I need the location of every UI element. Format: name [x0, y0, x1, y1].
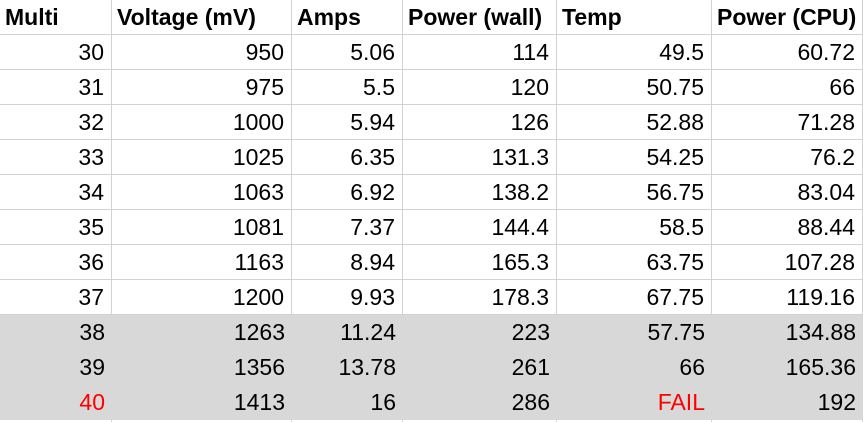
table-cell[interactable]: 165.36 [712, 350, 863, 385]
table-cell[interactable]: 39 [0, 350, 112, 385]
table-cell[interactable]: 114 [403, 35, 557, 70]
table-cell[interactable]: 950 [112, 35, 292, 70]
table-row: 33 1025 6.35 131.3 54.25 76.2 [0, 140, 863, 175]
table-row: 39 1356 13.78 261 66 165.36 [0, 350, 863, 385]
table-cell[interactable]: 33 [0, 140, 112, 175]
table-cell[interactable]: 192 [712, 385, 863, 420]
table-cell[interactable]: 66 [557, 350, 712, 385]
table-cell[interactable]: 5.5 [292, 70, 403, 105]
table-cell[interactable]: 30 [0, 35, 112, 70]
table-row: 35 1081 7.37 144.4 58.5 88.44 [0, 210, 863, 245]
table-cell[interactable]: 7.37 [292, 210, 403, 245]
partial-next-row [0, 420, 863, 422]
table-cell [292, 420, 403, 422]
column-header-multi[interactable]: Multi [0, 0, 112, 35]
table-cell[interactable]: 66 [712, 70, 863, 105]
table-cell[interactable]: 1413 [112, 385, 292, 420]
table-cell [403, 420, 557, 422]
table-cell[interactable]: 107.28 [712, 245, 863, 280]
table-cell[interactable]: 165.3 [403, 245, 557, 280]
table-cell[interactable]: 57.75 [557, 315, 712, 350]
table-row: 34 1063 6.92 138.2 56.75 83.04 [0, 175, 863, 210]
table-cell[interactable]: 31 [0, 70, 112, 105]
table-cell[interactable]: 1356 [112, 350, 292, 385]
table-cell[interactable]: 8.94 [292, 245, 403, 280]
table-cell[interactable]: 178.3 [403, 280, 557, 315]
table-cell-fail-multi[interactable]: 40 [0, 385, 112, 420]
table-cell[interactable]: 131.3 [403, 140, 557, 175]
table-cell[interactable]: 286 [403, 385, 557, 420]
table-row: 31 975 5.5 120 50.75 66 [0, 70, 863, 105]
column-header-power-cpu[interactable]: Power (CPU) [712, 0, 863, 35]
table-cell [0, 420, 112, 422]
table-cell[interactable]: 6.92 [292, 175, 403, 210]
table-cell[interactable]: 261 [403, 350, 557, 385]
table-cell[interactable]: 58.5 [557, 210, 712, 245]
header-row: Multi Voltage (mV) Amps Power (wall) Tem… [0, 0, 863, 35]
table-cell[interactable]: 1063 [112, 175, 292, 210]
table-cell[interactable]: 83.04 [712, 175, 863, 210]
column-header-amps[interactable]: Amps [292, 0, 403, 35]
table-cell[interactable]: 126 [403, 105, 557, 140]
table-cell[interactable]: 54.25 [557, 140, 712, 175]
table-cell[interactable]: 34 [0, 175, 112, 210]
table-cell-fail-temp[interactable]: FAIL [557, 385, 712, 420]
table-cell [112, 420, 292, 422]
table-cell[interactable]: 52.88 [557, 105, 712, 140]
table-cell[interactable]: 35 [0, 210, 112, 245]
table-cell [557, 420, 712, 422]
table-cell[interactable]: 1081 [112, 210, 292, 245]
column-header-voltage[interactable]: Voltage (mV) [112, 0, 292, 35]
table-cell[interactable]: 11.24 [292, 315, 403, 350]
table-cell[interactable]: 5.94 [292, 105, 403, 140]
table-row: 38 1263 11.24 223 57.75 134.88 [0, 315, 863, 350]
table-cell[interactable]: 49.5 [557, 35, 712, 70]
table-cell[interactable]: 1263 [112, 315, 292, 350]
table-cell[interactable]: 1163 [112, 245, 292, 280]
table-cell[interactable]: 223 [403, 315, 557, 350]
table-cell[interactable]: 32 [0, 105, 112, 140]
table-cell[interactable]: 16 [292, 385, 403, 420]
table-cell[interactable]: 1025 [112, 140, 292, 175]
table-cell[interactable]: 56.75 [557, 175, 712, 210]
table-row: 40 1413 16 286 FAIL 192 [0, 385, 863, 420]
table-cell[interactable]: 36 [0, 245, 112, 280]
table-cell[interactable]: 38 [0, 315, 112, 350]
table-cell[interactable]: 71.28 [712, 105, 863, 140]
table-cell[interactable]: 144.4 [403, 210, 557, 245]
table-cell[interactable]: 37 [0, 280, 112, 315]
table-cell[interactable]: 60.72 [712, 35, 863, 70]
table-cell[interactable]: 6.35 [292, 140, 403, 175]
table-cell[interactable]: 9.93 [292, 280, 403, 315]
table-cell[interactable]: 138.2 [403, 175, 557, 210]
table-cell[interactable]: 134.88 [712, 315, 863, 350]
table-cell[interactable]: 63.75 [557, 245, 712, 280]
table-row: 30 950 5.06 114 49.5 60.72 [0, 35, 863, 70]
table-row: 37 1200 9.93 178.3 67.75 119.16 [0, 280, 863, 315]
table-cell[interactable]: 1200 [112, 280, 292, 315]
table-cell[interactable]: 975 [112, 70, 292, 105]
table-cell[interactable]: 50.75 [557, 70, 712, 105]
table-row: 32 1000 5.94 126 52.88 71.28 [0, 105, 863, 140]
table-cell[interactable]: 88.44 [712, 210, 863, 245]
column-header-temp[interactable]: Temp [557, 0, 712, 35]
table-cell[interactable]: 67.75 [557, 280, 712, 315]
table-row: 36 1163 8.94 165.3 63.75 107.28 [0, 245, 863, 280]
table-cell[interactable]: 119.16 [712, 280, 863, 315]
table-cell[interactable]: 120 [403, 70, 557, 105]
table-cell[interactable]: 1000 [112, 105, 292, 140]
column-header-power-wall[interactable]: Power (wall) [403, 0, 557, 35]
table-cell[interactable]: 76.2 [712, 140, 863, 175]
table-cell[interactable]: 13.78 [292, 350, 403, 385]
table-cell[interactable]: 5.06 [292, 35, 403, 70]
